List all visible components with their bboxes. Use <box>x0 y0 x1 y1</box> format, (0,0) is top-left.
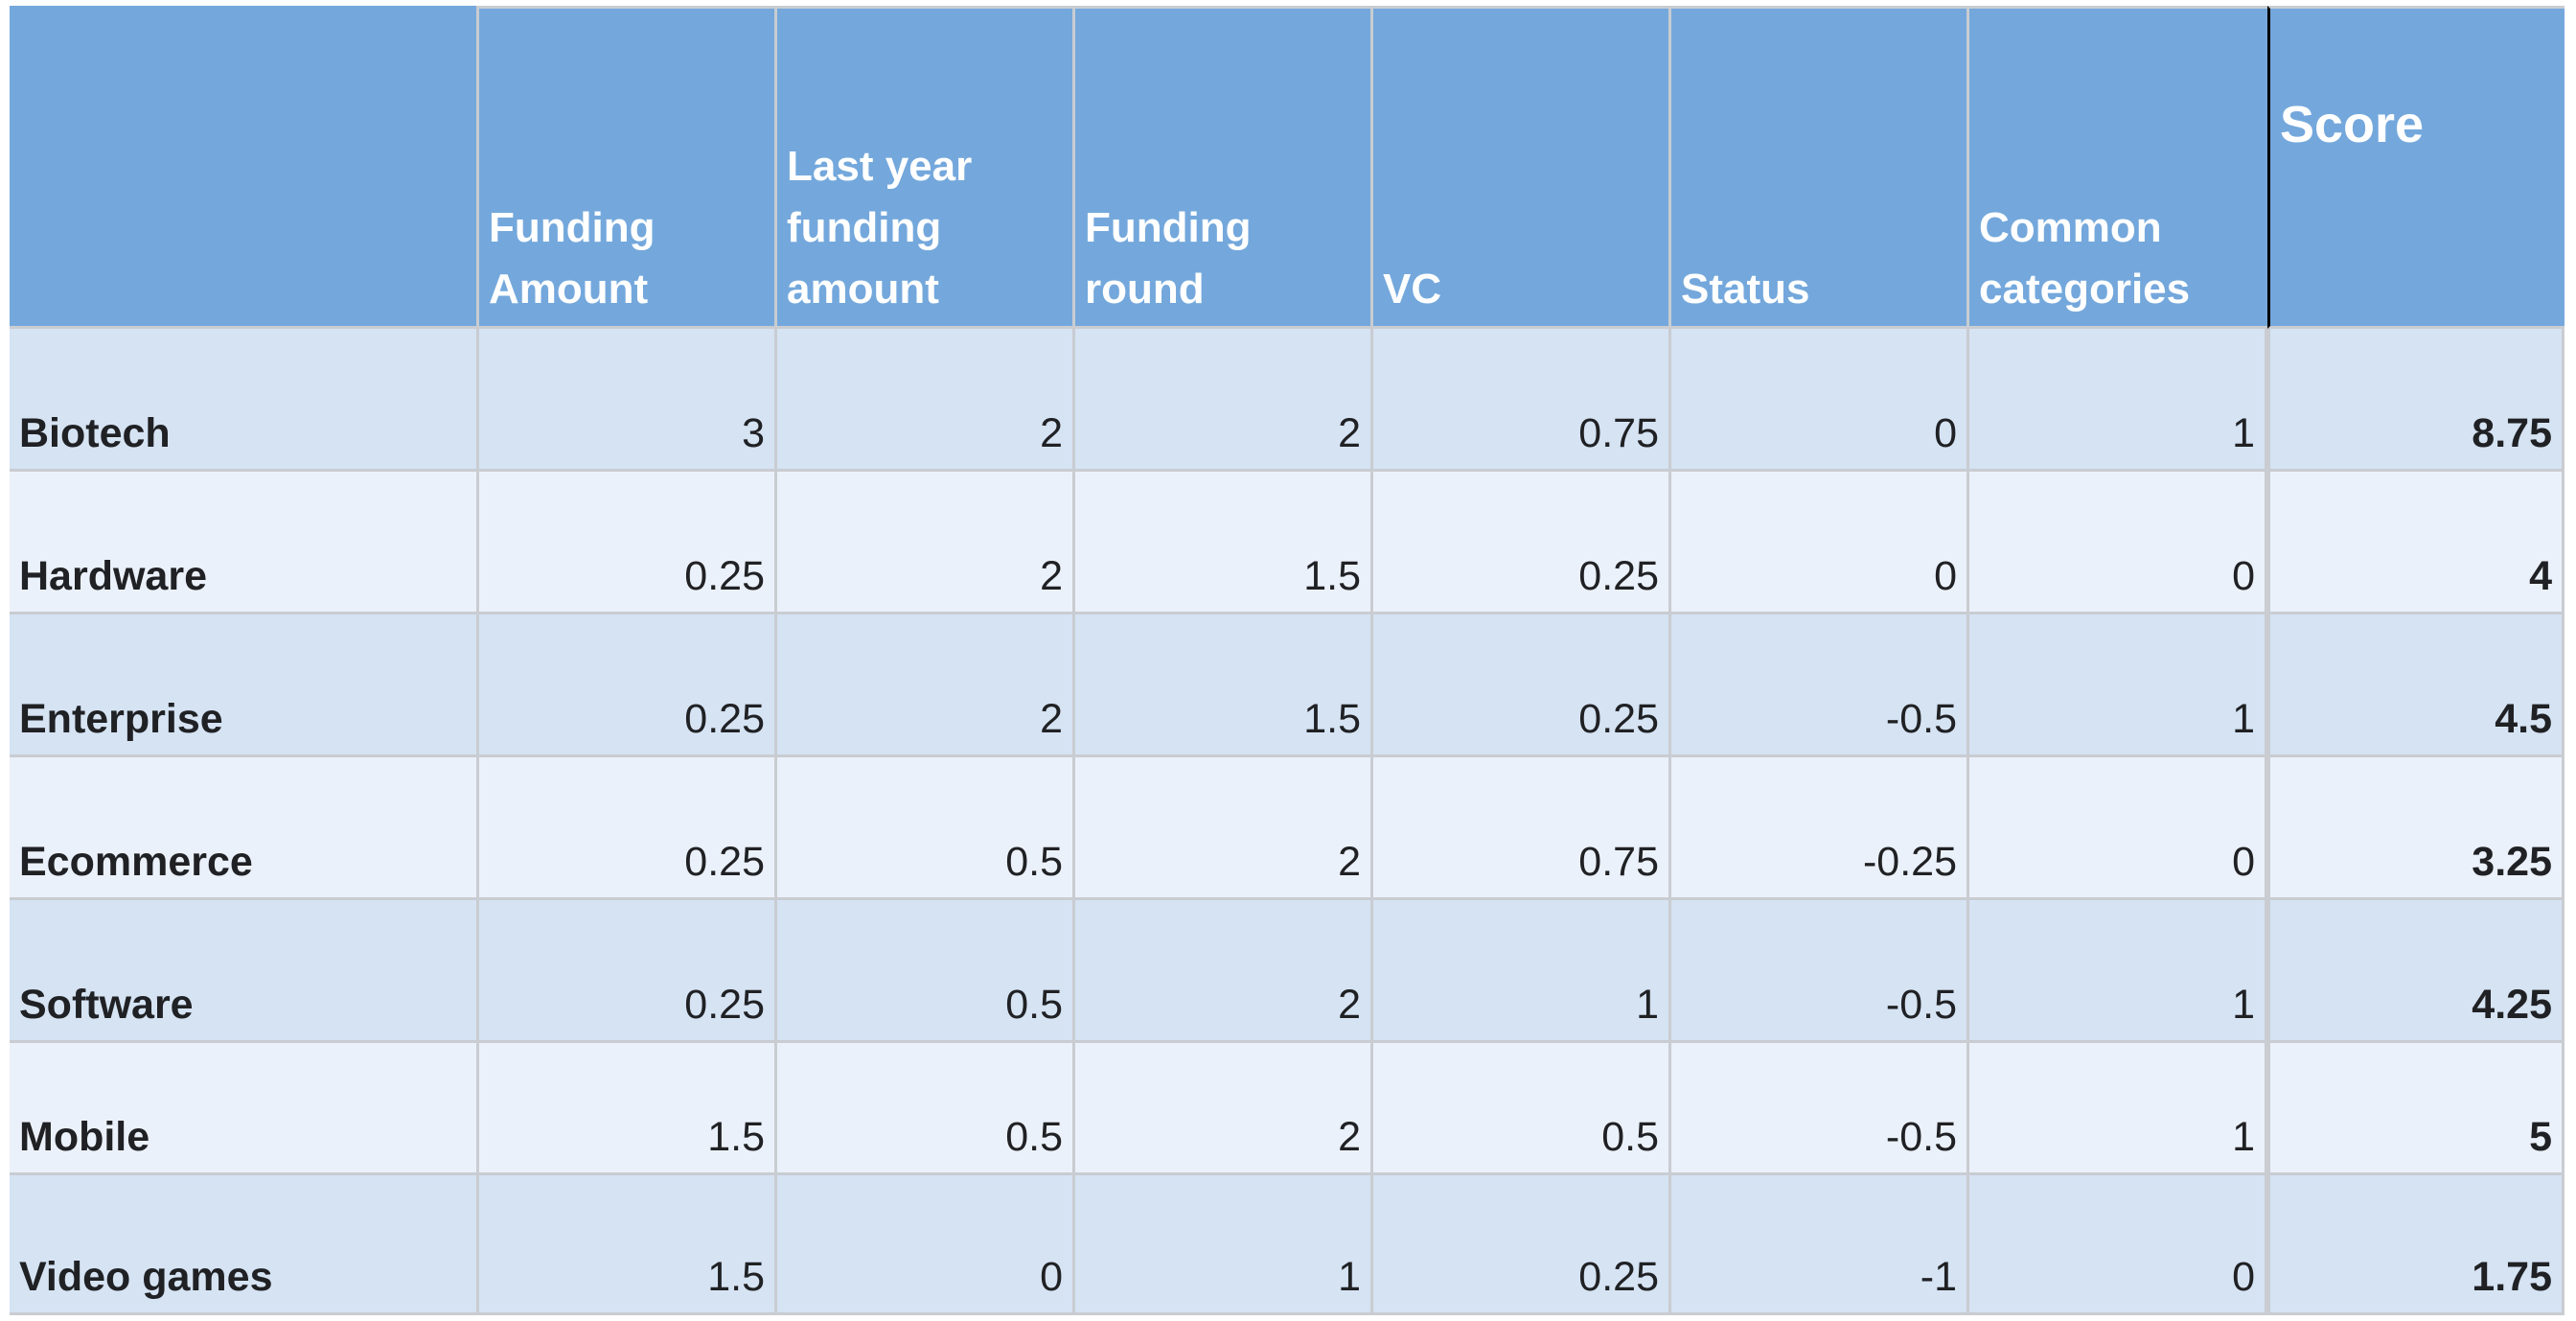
funding-round-cell[interactable]: 2 <box>1075 900 1373 1043</box>
header-vc[interactable]: VC <box>1373 6 1671 329</box>
common-categories-cell[interactable]: 1 <box>1969 614 2267 757</box>
status-cell[interactable]: -0.5 <box>1671 614 1969 757</box>
funding-round-cell[interactable]: 1 <box>1075 1175 1373 1315</box>
header-common-categories[interactable]: Common categories <box>1969 6 2267 329</box>
last-year-funding-amount-cell[interactable]: 2 <box>777 614 1075 757</box>
last-year-funding-amount-cell[interactable]: 0.5 <box>777 900 1075 1043</box>
vc-cell[interactable]: 1 <box>1373 900 1671 1043</box>
funding-amount-cell[interactable]: 3 <box>479 329 777 472</box>
common-categories-cell[interactable]: 0 <box>1969 472 2267 614</box>
common-categories-cell[interactable]: 0 <box>1969 1175 2267 1315</box>
last-year-funding-amount-cell[interactable]: 0 <box>777 1175 1075 1315</box>
status-cell[interactable]: -1 <box>1671 1175 1969 1315</box>
funding-round-cell[interactable]: 2 <box>1075 329 1373 472</box>
vc-cell[interactable]: 0.75 <box>1373 329 1671 472</box>
vc-cell[interactable]: 0.75 <box>1373 757 1671 900</box>
funding-round-cell[interactable]: 1.5 <box>1075 472 1373 614</box>
score-cell[interactable]: 1.75 <box>2267 1175 2564 1315</box>
score-cell[interactable]: 5 <box>2267 1043 2564 1175</box>
vc-cell[interactable]: 0.25 <box>1373 1175 1671 1315</box>
category-cell[interactable]: Software <box>10 900 479 1043</box>
common-categories-cell[interactable]: 0 <box>1969 757 2267 900</box>
funding-amount-cell[interactable]: 0.25 <box>479 614 777 757</box>
funding-round-cell[interactable]: 1.5 <box>1075 614 1373 757</box>
status-cell[interactable]: 0 <box>1671 329 1969 472</box>
category-cell[interactable]: Video games <box>10 1175 479 1315</box>
status-cell[interactable]: -0.5 <box>1671 1043 1969 1175</box>
score-cell[interactable]: 3.25 <box>2267 757 2564 900</box>
header-corner-cell[interactable] <box>10 6 479 329</box>
funding-amount-cell[interactable]: 0.25 <box>479 472 777 614</box>
funding-round-cell[interactable]: 2 <box>1075 1043 1373 1175</box>
common-categories-cell[interactable]: 1 <box>1969 900 2267 1043</box>
spreadsheet-table: Funding Amount Last year funding amount … <box>10 6 2564 1315</box>
funding-round-cell[interactable]: 2 <box>1075 757 1373 900</box>
funding-amount-cell[interactable]: 1.5 <box>479 1175 777 1315</box>
header-score[interactable]: Score <box>2267 6 2564 329</box>
funding-amount-cell[interactable]: 1.5 <box>479 1043 777 1175</box>
score-cell[interactable]: 4.5 <box>2267 614 2564 757</box>
category-cell[interactable]: Mobile <box>10 1043 479 1175</box>
header-status[interactable]: Status <box>1671 6 1969 329</box>
status-cell[interactable]: -0.25 <box>1671 757 1969 900</box>
common-categories-cell[interactable]: 1 <box>1969 1043 2267 1175</box>
header-funding-round[interactable]: Funding round <box>1075 6 1373 329</box>
category-cell[interactable]: Ecommerce <box>10 757 479 900</box>
last-year-funding-amount-cell[interactable]: 2 <box>777 472 1075 614</box>
funding-amount-cell[interactable]: 0.25 <box>479 900 777 1043</box>
last-year-funding-amount-cell[interactable]: 0.5 <box>777 1043 1075 1175</box>
header-funding-amount[interactable]: Funding Amount <box>479 6 777 329</box>
score-cell[interactable]: 4 <box>2267 472 2564 614</box>
status-cell[interactable]: -0.5 <box>1671 900 1969 1043</box>
status-cell[interactable]: 0 <box>1671 472 1969 614</box>
vc-cell[interactable]: 0.25 <box>1373 614 1671 757</box>
category-cell[interactable]: Enterprise <box>10 614 479 757</box>
common-categories-cell[interactable]: 1 <box>1969 329 2267 472</box>
score-cell[interactable]: 4.25 <box>2267 900 2564 1043</box>
last-year-funding-amount-cell[interactable]: 2 <box>777 329 1075 472</box>
funding-amount-cell[interactable]: 0.25 <box>479 757 777 900</box>
last-year-funding-amount-cell[interactable]: 0.5 <box>777 757 1075 900</box>
vc-cell[interactable]: 0.5 <box>1373 1043 1671 1175</box>
vc-cell[interactable]: 0.25 <box>1373 472 1671 614</box>
score-cell[interactable]: 8.75 <box>2267 329 2564 472</box>
header-last-year-funding-amount[interactable]: Last year funding amount <box>777 6 1075 329</box>
category-cell[interactable]: Biotech <box>10 329 479 472</box>
category-cell[interactable]: Hardware <box>10 472 479 614</box>
